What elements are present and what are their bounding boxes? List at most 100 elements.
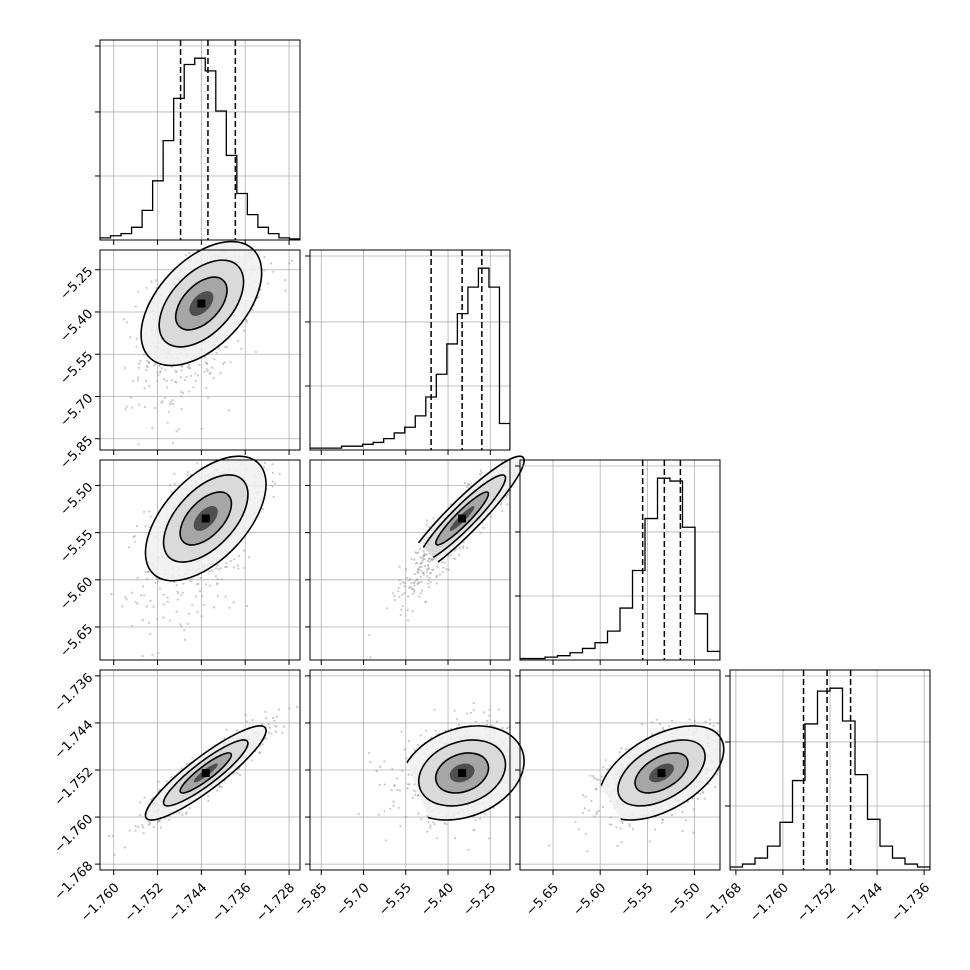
scatter-point <box>124 366 127 370</box>
x-tick-label: −5.70 <box>334 880 373 919</box>
scatter-point <box>273 482 277 485</box>
scatter-point <box>173 472 176 475</box>
scatter-point <box>263 461 267 464</box>
scatter-point <box>724 715 726 717</box>
scatter-point <box>125 598 128 601</box>
y-tick-label: −1.744 <box>52 718 97 763</box>
scatter-point <box>137 376 140 379</box>
scatter-point <box>270 262 273 265</box>
scatter-point <box>416 794 420 797</box>
scatter-point <box>268 726 271 729</box>
scatter-point <box>424 564 427 568</box>
scatter-point <box>188 367 191 370</box>
scatter-point <box>149 798 153 801</box>
scatter-point <box>154 362 157 366</box>
panel-frame <box>519 669 721 871</box>
y-tick-label: −5.65 <box>58 622 97 661</box>
scatter-point <box>620 747 623 750</box>
scatter-point <box>281 731 284 734</box>
scatter-point <box>172 441 175 445</box>
scatter-point <box>525 464 527 466</box>
scatter-point <box>592 775 595 778</box>
scatter-point <box>411 592 414 596</box>
scatter-point <box>226 345 229 349</box>
scatter-point <box>398 595 401 598</box>
scatter-point <box>602 766 605 769</box>
scatter-point <box>199 576 202 579</box>
scatter-point <box>479 531 482 534</box>
scatter-point <box>271 485 274 488</box>
scatter-point <box>141 619 144 622</box>
scatter-point <box>251 308 254 311</box>
scatter-point <box>725 758 727 760</box>
panel-frame <box>99 459 301 661</box>
scatter-point <box>245 318 248 322</box>
scatter-point <box>160 367 163 370</box>
scatter-point <box>615 826 618 829</box>
scatter-point <box>397 587 400 590</box>
scatter-point <box>357 812 360 816</box>
scatter-point <box>134 829 137 832</box>
scatter-point <box>398 565 401 568</box>
scatter-point <box>688 718 691 721</box>
scatter-point <box>137 443 140 446</box>
scatter-point <box>171 403 174 406</box>
scatter-point <box>472 709 475 712</box>
scatter-point <box>237 567 240 570</box>
scatter-point <box>474 819 477 822</box>
scatter-point <box>405 567 408 571</box>
y-tick-label: −5.70 <box>58 391 97 430</box>
scatter-point <box>170 776 173 779</box>
scatter-point <box>417 812 420 815</box>
scatter-point <box>137 366 140 369</box>
scatter-point <box>137 290 140 293</box>
scatter-point <box>166 386 169 389</box>
x-tick-label: −1.744 <box>166 880 211 925</box>
scatter-point <box>208 570 211 573</box>
scatter-point <box>428 557 431 560</box>
x-tick-label: −1.768 <box>700 880 745 925</box>
scatter-point <box>290 259 293 262</box>
scatter-point <box>192 386 195 389</box>
scatter-point <box>259 220 261 222</box>
scatter-point <box>661 818 664 821</box>
scatter-point <box>574 820 577 824</box>
scatter-point <box>434 729 437 732</box>
scatter-point <box>224 566 227 569</box>
scatter-point <box>128 829 131 832</box>
scatter-point <box>686 800 690 804</box>
scatter-point <box>420 569 423 572</box>
scatter-point <box>220 786 223 789</box>
scatter-point <box>467 848 470 851</box>
scatter-point <box>182 392 185 395</box>
x-tick-label: −5.65 <box>523 880 562 919</box>
scatter-point <box>435 837 438 840</box>
panel-frame <box>309 669 511 871</box>
scatter-point <box>263 255 266 259</box>
scatter-point <box>162 593 165 597</box>
scatter-point <box>724 771 726 773</box>
scatter-point <box>396 789 399 792</box>
scatter-point <box>739 765 741 767</box>
scatter-point <box>159 370 162 373</box>
panel-frame <box>99 669 301 871</box>
scatter-point <box>151 653 154 656</box>
scatter-point <box>220 578 223 581</box>
scatter-point <box>462 541 465 544</box>
scatter-point <box>681 810 684 814</box>
scatter-point <box>125 405 128 408</box>
scatter-point <box>176 598 179 601</box>
scatter-point <box>188 251 191 255</box>
scatter-point <box>284 289 287 292</box>
scatter-point <box>452 557 455 560</box>
scatter-point <box>271 480 274 483</box>
scatter-point <box>427 582 430 585</box>
scatter-point <box>135 345 138 348</box>
y-tick-label: −5.55 <box>58 527 97 566</box>
scatter-point <box>215 567 218 570</box>
scatter-point <box>124 596 127 599</box>
scatter-point <box>670 719 674 722</box>
scatter-point <box>393 599 396 602</box>
scatter-point <box>272 270 275 273</box>
scatter-point <box>602 806 605 809</box>
